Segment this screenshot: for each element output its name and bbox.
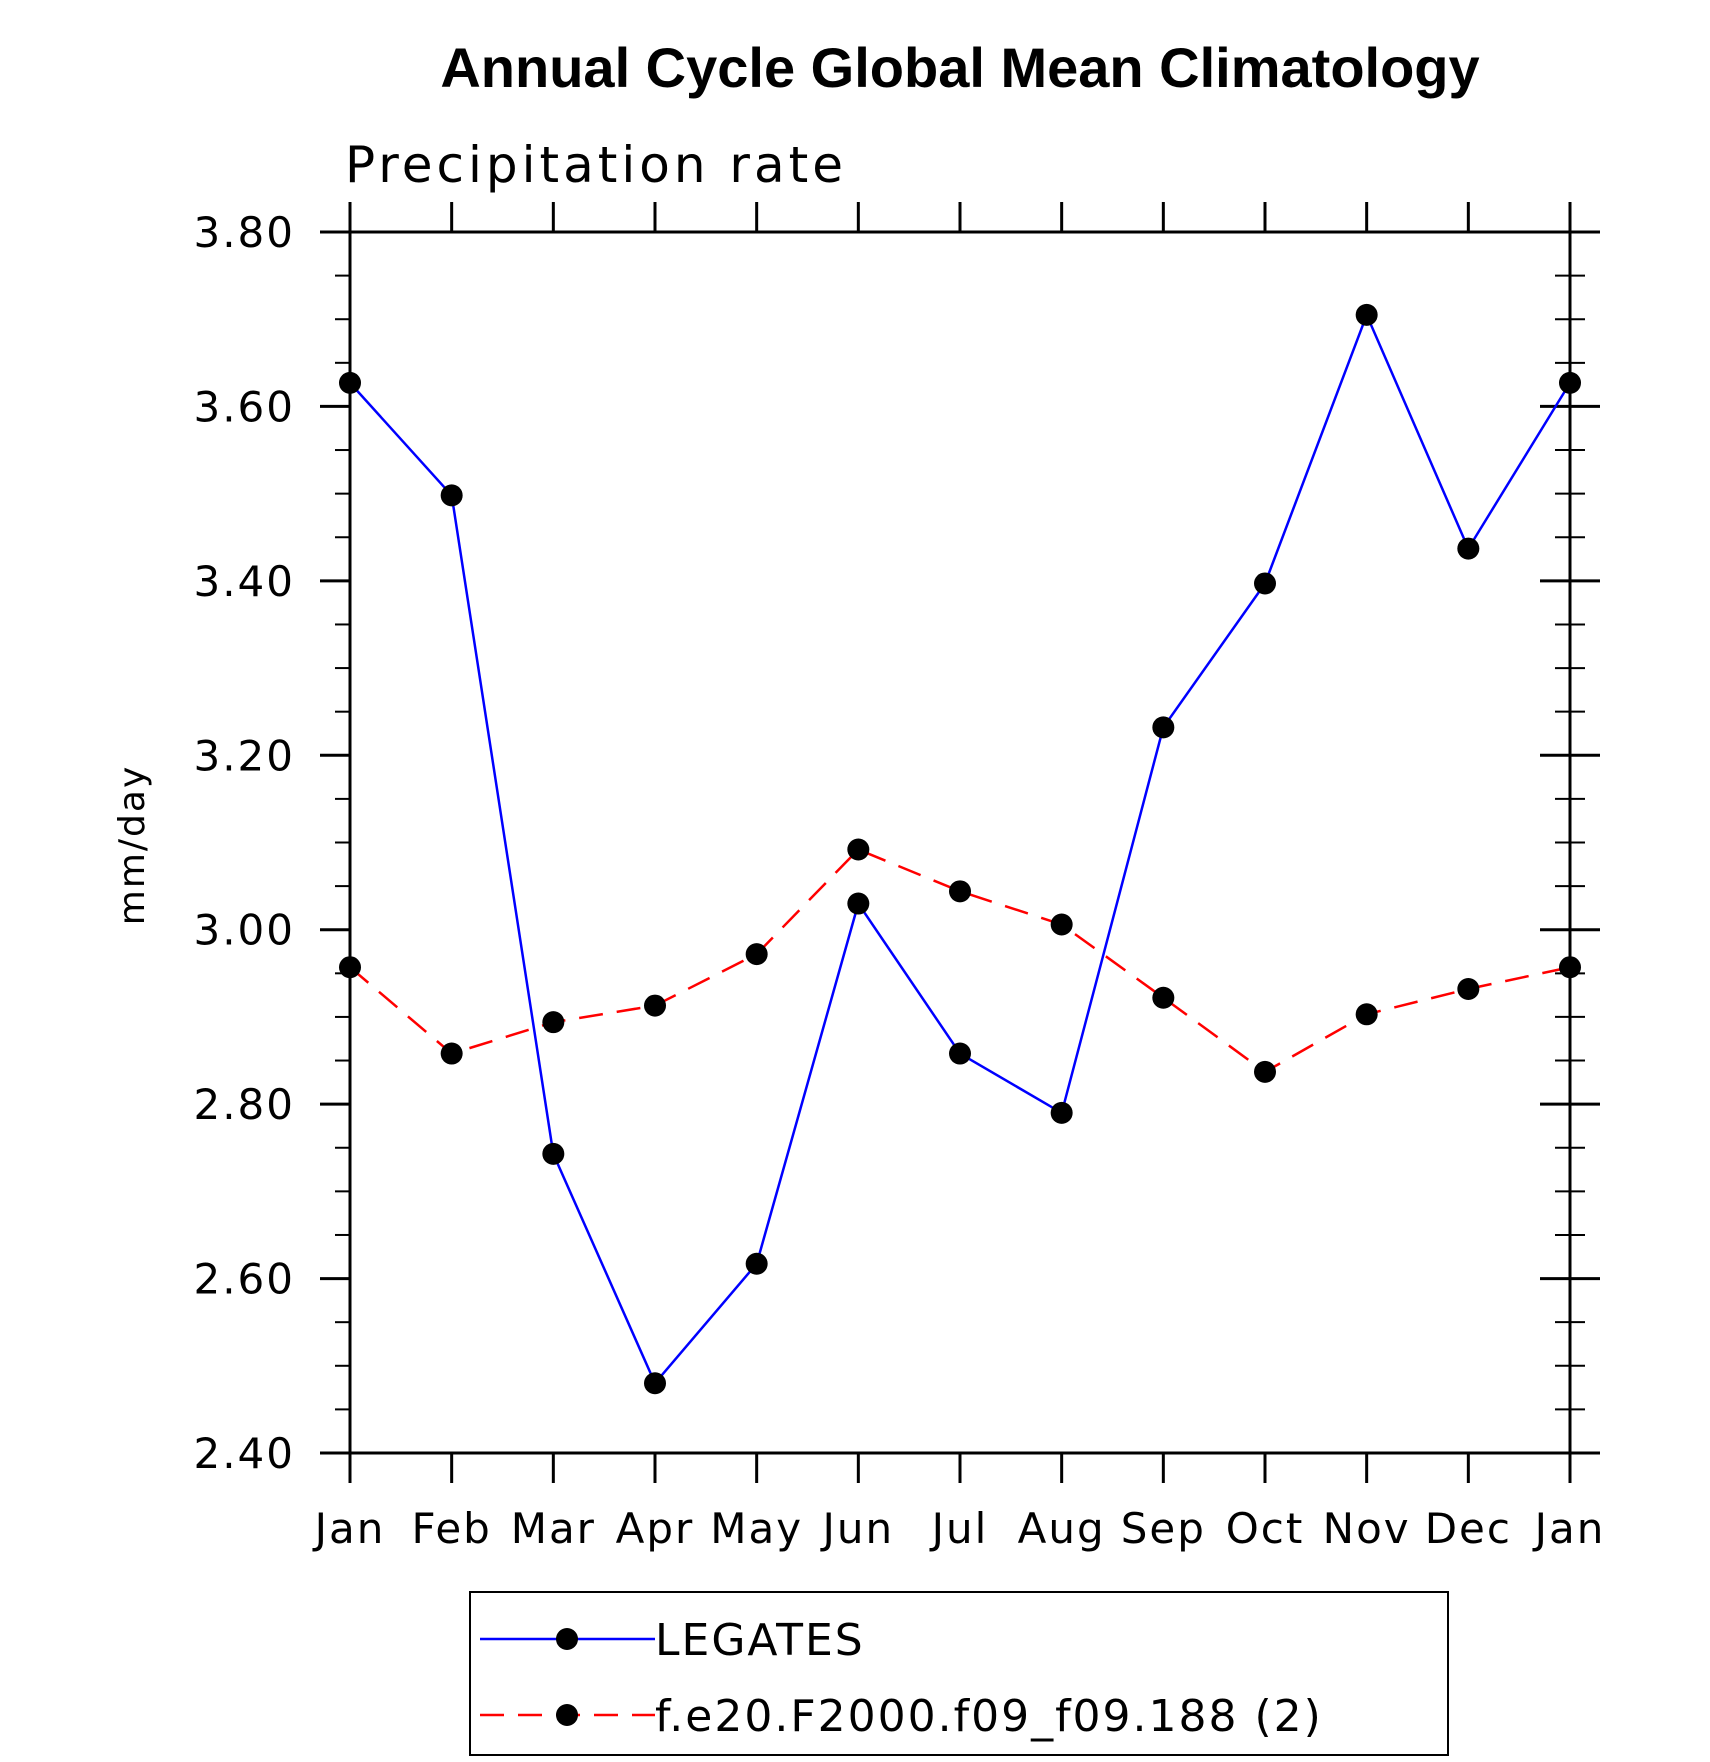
legend-marker: [556, 1704, 578, 1726]
x-tick-label: Mar: [511, 1504, 596, 1553]
data-point: [1355, 1003, 1378, 1026]
series-line: [349, 311, 1572, 1386]
y-tick-label: 2.80: [193, 1080, 295, 1129]
x-tick-label: Sep: [1121, 1504, 1206, 1553]
data-point: [339, 956, 361, 979]
legend-marker: [556, 1628, 578, 1650]
data-point: [542, 1011, 565, 1034]
data-point: [440, 484, 463, 507]
x-tick-label: Feb: [411, 1504, 491, 1553]
x-tick-label: Aug: [1018, 1504, 1106, 1553]
data-point: [542, 1142, 565, 1165]
data-point: [1559, 956, 1581, 979]
x-tick-label: Jan: [312, 1504, 386, 1553]
data-point: [1254, 1060, 1276, 1083]
data-point: [1152, 716, 1175, 739]
data-point: [1559, 371, 1581, 394]
chart-subtitle: Precipitation rate: [345, 136, 847, 194]
data-point: [1457, 978, 1480, 1001]
legend-label: LEGATES: [655, 1615, 865, 1666]
x-tick-label: Jan: [1532, 1504, 1606, 1553]
plot-area: 2.40 2.60 2.80 3.00 3.20 3.40 3.60 3.80 Jan Feb Ma…: [193, 202, 1606, 1553]
data-point: [1254, 572, 1276, 595]
legend: LEGATES f.e20.F2000.f09_f09.188 (2): [469, 1591, 1449, 1756]
plot-frame: [348, 230, 1572, 1455]
y-tick-label: 3.40: [193, 557, 295, 606]
x-tick-label: Nov: [1323, 1504, 1411, 1553]
y-tick-label: 2.40: [193, 1429, 295, 1478]
y-tick-label: 3.20: [193, 731, 295, 780]
data-point: [1050, 1101, 1073, 1124]
y-tick-label: 3.00: [193, 906, 295, 955]
data-point: [339, 371, 361, 394]
data-point: [949, 1042, 971, 1065]
data-point: [847, 838, 870, 861]
data-point: [1050, 913, 1073, 936]
data-point: [745, 943, 768, 966]
data-point: [1152, 986, 1175, 1009]
y-tick-label: 2.60: [193, 1255, 295, 1304]
x-tick-label: May: [710, 1504, 803, 1553]
data-point: [1457, 537, 1480, 560]
data-point: [847, 892, 870, 915]
x-tick-label: Oct: [1226, 1504, 1305, 1553]
y-tick-label: 3.80: [193, 208, 295, 257]
x-tick-label: Apr: [616, 1504, 695, 1553]
data-point: [644, 994, 666, 1017]
legend-box: [469, 1591, 1449, 1756]
chart-title: Annual Cycle Global Mean Climatology: [440, 36, 1479, 99]
y-axis-label: mm/day: [112, 765, 153, 925]
legend-label: f.e20.F2000.f09_f09.188 (2): [655, 1691, 1323, 1742]
data-point: [644, 1372, 666, 1395]
x-tick-label: Dec: [1425, 1504, 1512, 1553]
x-tick-label: Jun: [820, 1504, 895, 1553]
y-tick-label: 3.60: [193, 382, 295, 431]
data-point: [745, 1252, 768, 1275]
data-point: [1355, 303, 1378, 326]
x-tick-label: Jul: [929, 1504, 989, 1553]
data-point: [440, 1042, 463, 1065]
data-point: [949, 880, 971, 903]
